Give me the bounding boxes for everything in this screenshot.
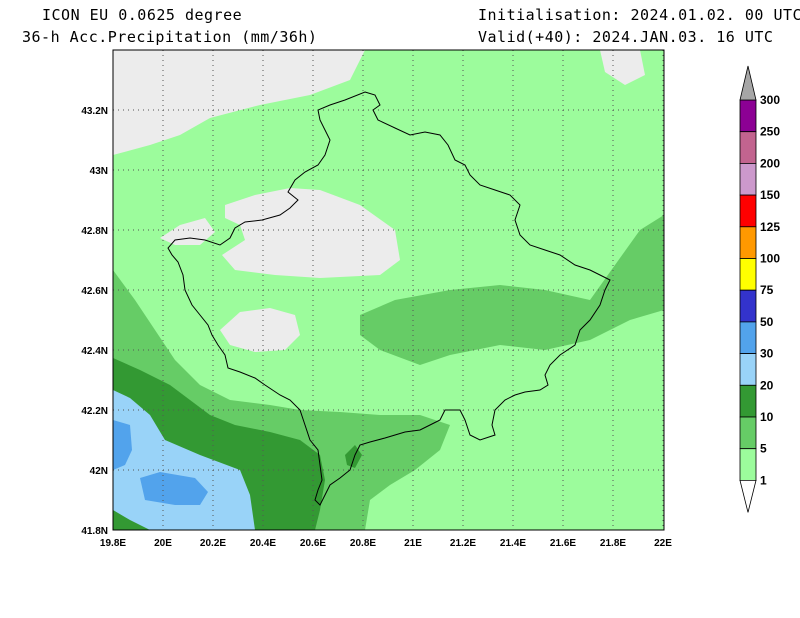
map-frame bbox=[112, 49, 665, 531]
no-precip-area-northeast bbox=[600, 50, 645, 85]
variable-title: 36-h Acc.Precipitation (mm/36h) bbox=[22, 28, 318, 46]
initialisation-time: Initialisation: 2024.01.02. 00 UTC bbox=[478, 6, 800, 24]
colorbar-swatch bbox=[739, 226, 757, 259]
longitude-label: 19.8E bbox=[100, 538, 126, 549]
colorbar-label: 100 bbox=[760, 252, 780, 266]
colorbar-swatch bbox=[739, 194, 757, 228]
colorbar-swatch bbox=[739, 162, 757, 196]
no-precip-area-south bbox=[220, 308, 300, 352]
latitude-label: 41.8N bbox=[81, 526, 108, 537]
colorbar-swatch bbox=[739, 353, 757, 386]
precip-30-50-area-2 bbox=[140, 472, 208, 505]
colorbar-label: 200 bbox=[760, 156, 780, 170]
precip-30-50-area-1 bbox=[113, 420, 132, 470]
latitude-label: 43.2N bbox=[81, 106, 108, 117]
latitude-label: 42.2N bbox=[81, 406, 108, 417]
map-field bbox=[113, 50, 664, 530]
longitude-label: 20.2E bbox=[200, 538, 226, 549]
colorbar-swatch bbox=[739, 384, 757, 418]
latitude-label: 42.6N bbox=[81, 286, 108, 297]
precip-10-20-small bbox=[345, 445, 362, 468]
colorbar-swatch bbox=[739, 131, 757, 164]
longitude-label: 20.4E bbox=[250, 538, 276, 549]
colorbar-label: 75 bbox=[760, 283, 774, 297]
latitude-label: 42.8N bbox=[81, 226, 108, 237]
colorbar-label: 300 bbox=[760, 93, 780, 107]
valid-time: Valid(+40): 2024.JAN.03. 16 UTC bbox=[478, 28, 774, 46]
longitude-label: 21.8E bbox=[600, 538, 626, 549]
colorbar-swatch bbox=[739, 416, 757, 450]
latitude-label: 43N bbox=[90, 166, 108, 177]
colorbar-label: 150 bbox=[760, 188, 780, 202]
colorbar-label: 125 bbox=[760, 220, 780, 234]
colorbar-label: 1 bbox=[760, 473, 767, 487]
longitude-label: 21.4E bbox=[500, 538, 526, 549]
colorbar-swatch bbox=[739, 321, 757, 354]
longitude-label: 20.6E bbox=[300, 538, 326, 549]
no-precip-area-center bbox=[222, 188, 400, 278]
colorbar: 300 250 200 150 125 100 75 50 30 20 10 5 1 bbox=[739, 65, 780, 513]
colorbar-label: 30 bbox=[760, 347, 774, 361]
latitude-label: 42N bbox=[90, 466, 108, 477]
model-title: ICON EU 0.0625 degree bbox=[42, 6, 243, 24]
longitude-label: 21.2E bbox=[450, 538, 476, 549]
longitude-label: 20E bbox=[154, 538, 172, 549]
longitude-label: 20.8E bbox=[350, 538, 376, 549]
colorbar-swatch bbox=[739, 99, 757, 133]
colorbar-swatch bbox=[739, 448, 757, 481]
longitude-label: 22E bbox=[654, 538, 672, 549]
no-precip-area-northwest bbox=[113, 50, 365, 155]
longitude-label: 21.6E bbox=[550, 538, 576, 549]
colorbar-label: 20 bbox=[760, 378, 774, 392]
colorbar-swatch bbox=[739, 289, 757, 323]
graticule bbox=[113, 50, 664, 530]
country-border bbox=[167, 91, 611, 506]
colorbar-label: 50 bbox=[760, 315, 774, 329]
colorbar-label: 10 bbox=[760, 410, 774, 424]
colorbar-top-cap bbox=[739, 65, 757, 101]
longitude-label: 21E bbox=[404, 538, 422, 549]
colorbar-bottom-cap bbox=[739, 479, 757, 513]
axis-labels: 19.8E 20E 20.2E 20.4E 20.6E 20.8E 21E 21.2E 21.4… bbox=[81, 106, 672, 549]
colorbar-label: 5 bbox=[760, 442, 767, 456]
no-precip-area-west bbox=[160, 218, 215, 245]
colorbar-label: 250 bbox=[760, 125, 780, 139]
colorbar-swatch bbox=[739, 258, 757, 291]
latitude-label: 42.4N bbox=[81, 346, 108, 357]
precip-5-10-band-east bbox=[360, 215, 664, 365]
